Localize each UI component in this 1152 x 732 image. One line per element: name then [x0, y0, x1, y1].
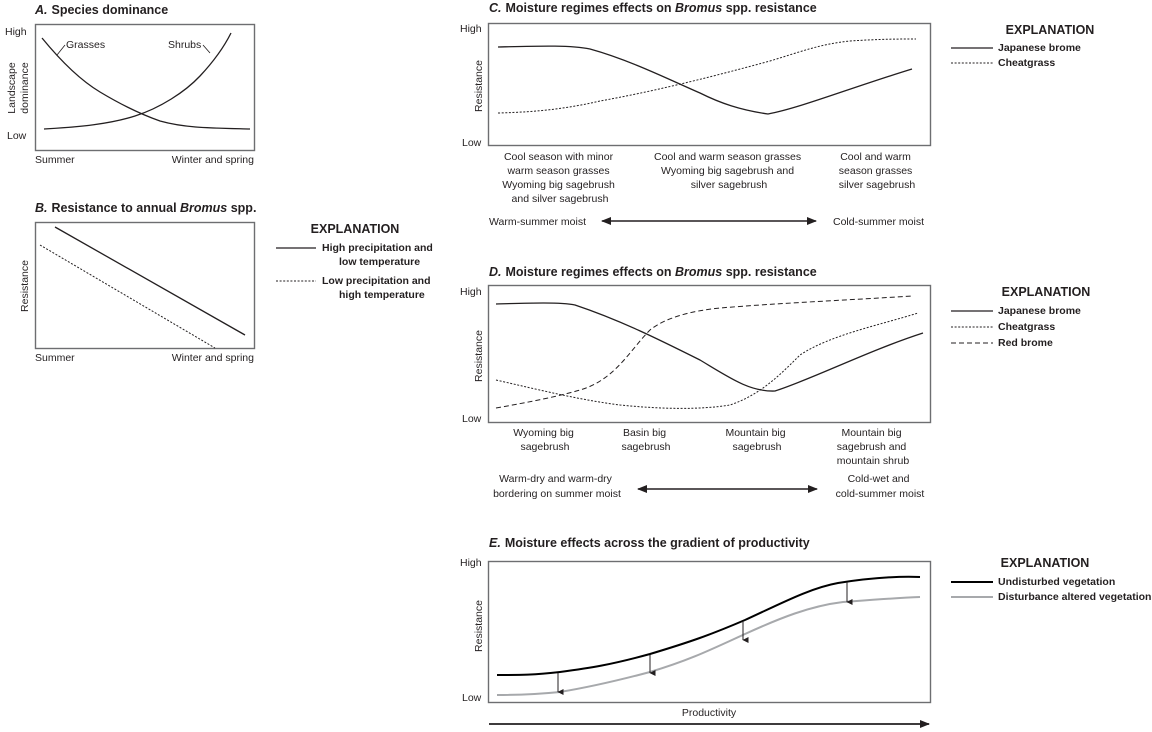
category-labels: Wyoming big sagebrush Basin big sagebrus…: [513, 427, 909, 467]
plot-frame: [487, 284, 932, 424]
legend-b: EXPLANATION High precipitation and low t…: [276, 222, 433, 301]
category-labels: Cool season with minor warm season grass…: [502, 151, 915, 205]
x-tick-summer: Summer: [35, 154, 75, 166]
y-tick-low: Low: [7, 130, 27, 142]
panel-a-title: A. Species dominance: [34, 3, 168, 17]
plot-frame: [487, 22, 932, 147]
legend-label: Cheatgrass: [998, 321, 1055, 333]
shrubs-leader: [202, 44, 211, 54]
panel-b: B. Resistance to annual Bromus spp. Resis…: [19, 201, 433, 364]
x-tick-summer: Summer: [35, 352, 75, 364]
red-brome-curve: [495, 295, 913, 409]
shrubs-label: Shrubs: [168, 39, 201, 51]
y-axis-label: Resistance: [473, 60, 485, 112]
low-precip-high-temp-line: [39, 244, 216, 349]
y-tick-low: Low: [462, 413, 482, 425]
legend-c: EXPLANATION Japanese brome Cheatgrass: [951, 23, 1094, 69]
category-label: Cool and warm season grasses Wyoming big…: [654, 151, 804, 191]
panel-a: A. Species dominance High Low Landscape d…: [5, 3, 256, 166]
grasses-curve: [41, 37, 251, 130]
x-axis-label: Productivity: [682, 707, 737, 719]
japanese-brome-curve: [497, 45, 913, 115]
panel-d: D. Moisture regimes effects on Bromus spp…: [460, 265, 1090, 500]
gradient-right-label: Cold-wet and cold-summer moist: [836, 473, 925, 500]
plot-frame: [487, 560, 932, 704]
japanese-brome-curve: [495, 302, 924, 392]
panel-e-title: E. Moisture effects across the gradient o…: [489, 536, 810, 550]
category-label: Cool season with minor warm season grass…: [502, 151, 617, 205]
category-label: Mountain big sagebrush and mountain shru…: [837, 427, 910, 467]
disturbance-arrows: [557, 582, 853, 695]
legend-label: low temperature: [339, 256, 420, 268]
legend-heading: EXPLANATION: [311, 222, 400, 236]
category-label: Mountain big sagebrush: [725, 427, 788, 453]
category-label: Basin big sagebrush: [621, 427, 670, 453]
undisturbed-vegetation-curve: [496, 575, 921, 676]
legend-label: Red brome: [998, 337, 1053, 349]
gradient-right-label: Cold-summer moist: [833, 216, 924, 228]
legend-label: Low precipitation and: [322, 275, 431, 287]
disturbance-altered-vegetation-curve: [496, 596, 921, 696]
legend-label: Japanese brome: [998, 305, 1081, 317]
legend-label: Japanese brome: [998, 42, 1081, 54]
panel-d-title: D. Moisture regimes effects on Bromus spp…: [489, 265, 817, 279]
gradient-left-label: Warm-summer moist: [489, 216, 586, 228]
legend-label: Disturbance altered vegetation: [998, 591, 1151, 603]
legend-d: EXPLANATION Japanese brome Cheatgrass Re…: [951, 285, 1090, 349]
legend-label: high temperature: [339, 289, 425, 301]
legend-label: High precipitation and: [322, 242, 433, 254]
legend-label: Cheatgrass: [998, 57, 1055, 69]
legend-heading: EXPLANATION: [1006, 23, 1095, 37]
grasses-label: Grasses: [66, 39, 105, 51]
panel-b-title: B. Resistance to annual Bromus spp.: [35, 201, 256, 215]
y-axis-label-line1: Landscape: [6, 62, 18, 114]
shrubs-curve: [43, 32, 232, 130]
legend-heading: EXPLANATION: [1001, 556, 1090, 570]
cheatgrass-curve: [495, 312, 919, 409]
y-axis-label: Resistance: [473, 600, 485, 652]
y-tick-high: High: [460, 23, 482, 35]
y-tick-high: High: [460, 557, 482, 569]
panel-c-title: C. Moisture regimes effects on Bromus spp…: [489, 1, 817, 15]
legend-e: EXPLANATION Undisturbed vegetation Distu…: [951, 556, 1151, 603]
legend-label: Undisturbed vegetation: [998, 576, 1115, 588]
category-label: Wyoming big sagebrush: [513, 427, 577, 453]
y-tick-high: High: [5, 26, 27, 38]
category-label: Cool and warm season grasses silver sage…: [839, 151, 916, 191]
gradient-left-label: Warm-dry and warm-dry bordering on summe…: [493, 473, 621, 500]
y-axis-label: Resistance: [19, 260, 31, 312]
y-axis-label: Resistance: [473, 330, 485, 382]
y-axis-label-line2: dominance: [19, 62, 31, 114]
grasses-leader: [56, 44, 66, 56]
plot-frame: [34, 23, 256, 152]
x-tick-winter-spring: Winter and spring: [172, 154, 254, 166]
high-precip-low-temp-line: [54, 226, 246, 336]
panel-e: E. Moisture effects across the gradient o…: [460, 536, 1151, 728]
cheatgrass-curve: [497, 38, 917, 114]
panel-c: C. Moisture regimes effects on Bromus spp…: [460, 1, 1094, 228]
y-tick-high: High: [460, 286, 482, 298]
y-tick-low: Low: [462, 692, 482, 704]
y-tick-low: Low: [462, 137, 482, 149]
plot-frame: [34, 221, 256, 350]
legend-heading: EXPLANATION: [1002, 285, 1091, 299]
x-tick-winter-spring: Winter and spring: [172, 352, 254, 364]
